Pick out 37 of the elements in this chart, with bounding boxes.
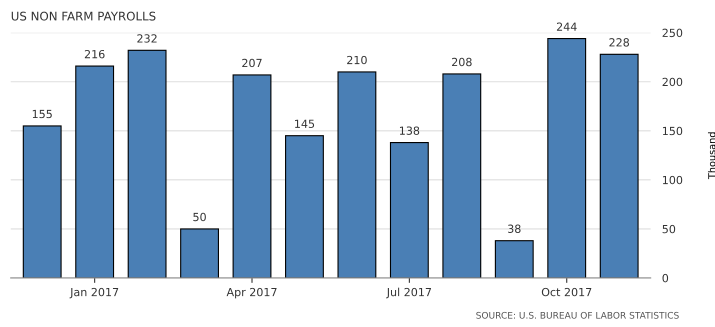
bar <box>547 38 586 278</box>
y-tick-label: 50 <box>662 224 676 234</box>
y-tick-label: 100 <box>662 176 682 184</box>
y-tick-label: 0 <box>662 274 668 282</box>
bar <box>494 240 534 278</box>
data-label: 244 <box>556 22 577 31</box>
data-label: 232 <box>137 34 157 43</box>
data-label: 210 <box>347 56 367 64</box>
bar <box>600 54 639 278</box>
y-axis-title: Thousand <box>708 132 715 180</box>
chart-title: US NON FARM PAYROLLS <box>12 12 156 21</box>
y-tick-label: 200 <box>662 78 682 86</box>
data-label: 50 <box>193 212 206 222</box>
data-label: 208 <box>452 58 472 66</box>
x-tick-label: Oct 2017 <box>542 288 592 296</box>
bar <box>442 73 482 278</box>
data-label: 228 <box>609 38 630 47</box>
bar <box>180 228 219 278</box>
y-tick-label: 250 <box>662 28 682 38</box>
data-label: 38 <box>508 224 521 233</box>
x-tick-label: Apr 2017 <box>226 288 277 298</box>
bar <box>22 125 62 278</box>
data-label: 216 <box>84 50 105 58</box>
data-label: 138 <box>400 126 420 135</box>
source-note: SOURCE: U.S. BUREAU OF LABOR STATISTICS <box>476 312 679 319</box>
bar <box>337 71 376 278</box>
data-label: 145 <box>295 120 314 128</box>
bar <box>128 50 167 278</box>
bar <box>232 74 272 278</box>
bar <box>75 66 114 278</box>
data-label: 207 <box>242 58 262 68</box>
x-tick-label: Jan 2017 <box>70 288 118 298</box>
y-tick-label: 150 <box>662 126 682 136</box>
x-tick-label: Jul 2017 <box>386 288 432 298</box>
bar <box>390 142 429 278</box>
data-label: 155 <box>32 110 52 118</box>
bar <box>285 135 324 278</box>
